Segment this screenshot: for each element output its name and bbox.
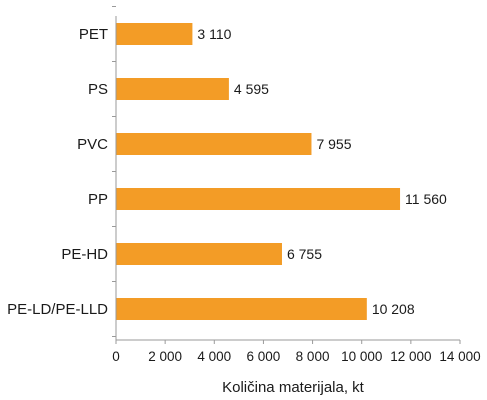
x-tick-label: 10 000	[341, 349, 382, 364]
x-tick-label: 4 000	[197, 349, 231, 364]
x-tick-label: 14 000	[439, 349, 480, 364]
value-label: 6 755	[287, 246, 322, 262]
x-tick-label: 2 000	[148, 349, 182, 364]
x-tick-label: 6 000	[247, 349, 281, 364]
category-label: PP	[88, 191, 108, 208]
category-label: PE-LD/PE-LLD	[7, 301, 108, 318]
bar-pvc	[116, 133, 312, 155]
value-label: 10 208	[372, 301, 415, 317]
category-labels-group: PET PS PVC PP PE-HD PE-LD/PE-LLD	[7, 26, 108, 318]
value-labels-group: 3 110 4 595 7 955 11 560 6 755 10 208	[197, 26, 447, 317]
bar-pet	[116, 23, 193, 45]
bar-pp	[116, 188, 401, 210]
category-label: PS	[88, 81, 108, 98]
x-ticks-group: 0 2 000 4 000 6 000 8 000 10 000 12 000 14 000	[112, 6, 481, 364]
value-label: 7 955	[316, 136, 351, 152]
category-label: PVC	[77, 136, 108, 153]
bars-group	[116, 23, 401, 320]
x-axis-title: Količina materijala, kt	[222, 379, 365, 396]
category-label: PE-HD	[61, 246, 108, 263]
x-tick-label: 12 000	[390, 349, 431, 364]
x-tick-label: 8 000	[296, 349, 330, 364]
value-label: 4 595	[234, 81, 269, 97]
bar-pe-hd	[116, 243, 282, 265]
axes-group	[115, 16, 460, 341]
x-tick-label: 0	[112, 349, 120, 364]
bar-ps	[116, 78, 229, 100]
value-label: 3 110	[197, 26, 231, 42]
value-label: 11 560	[405, 191, 447, 207]
bar-pe-ld-pe-lld	[116, 298, 367, 320]
category-label: PET	[79, 26, 108, 43]
